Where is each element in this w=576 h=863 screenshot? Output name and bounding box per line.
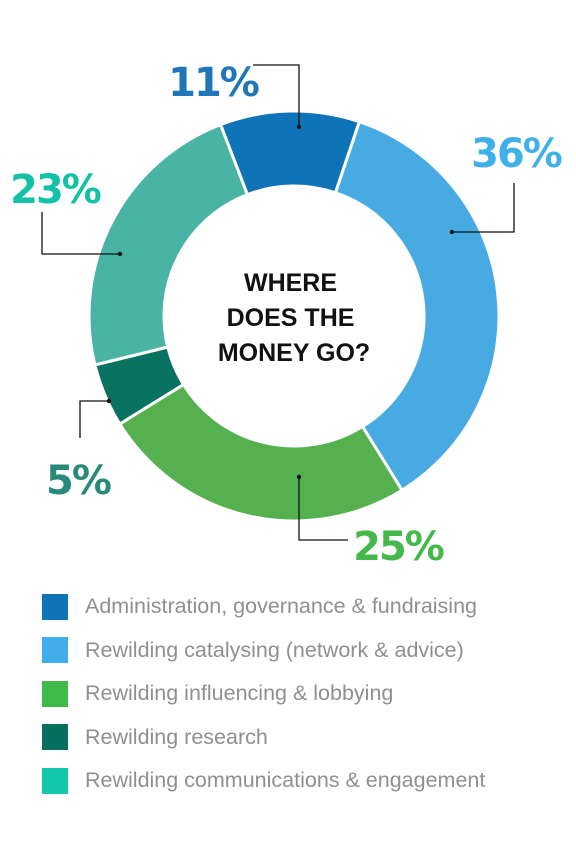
chart-title-line: WHERE xyxy=(244,269,337,297)
donut-slices xyxy=(87,109,501,523)
percentage-label: 5% xyxy=(46,458,111,504)
legend-label: Rewilding communications & engagement xyxy=(85,768,486,793)
percentage-label: 11% xyxy=(168,60,259,106)
legend-item: Rewilding catalysing (network & advice) xyxy=(42,629,562,673)
chart-title-line: MONEY GO? xyxy=(218,339,370,367)
legend-item: Administration, governance & fundraising xyxy=(42,585,562,629)
legend: Administration, governance & fundraising… xyxy=(42,585,562,803)
leader-dot xyxy=(296,474,302,480)
leader-line xyxy=(253,64,300,127)
leader-dot xyxy=(296,124,302,130)
legend-swatch xyxy=(42,637,68,664)
chart-title: WHERE DOES THE MONEY GO? xyxy=(218,269,370,367)
legend-swatch xyxy=(42,767,68,794)
legend-swatch xyxy=(42,593,68,620)
donut-slice xyxy=(117,382,405,523)
legend-item: Rewilding research xyxy=(42,716,562,760)
leader-line xyxy=(41,212,120,255)
legend-label: Rewilding influencing & lobbying xyxy=(85,681,394,706)
legend-swatch xyxy=(42,680,68,707)
leader-line xyxy=(452,183,515,233)
donut-slice xyxy=(87,122,250,367)
leader-line xyxy=(79,400,109,438)
percentage-label: 25% xyxy=(353,524,444,570)
leader-lines xyxy=(41,64,515,541)
legend-label: Administration, governance & fundraising xyxy=(85,594,477,619)
percentage-label: 36% xyxy=(471,131,562,177)
chart-title-line: DOES THE xyxy=(227,304,355,332)
legend-label: Rewilding catalysing (network & advice) xyxy=(85,637,464,662)
percentage-label: 23% xyxy=(10,167,101,213)
leader-line xyxy=(298,477,348,541)
leader-dot xyxy=(117,251,123,257)
legend-item: Rewilding influencing & lobbying xyxy=(42,672,562,716)
donut-chart: 11% 36% 25% 5% 23% WHERE DOES THE MONEY GO? xyxy=(10,60,564,570)
leader-dot xyxy=(449,229,455,235)
percentage-labels: 11% 36% 25% 5% 23% xyxy=(10,60,564,570)
legend-swatch xyxy=(42,724,68,751)
donut-slice xyxy=(333,119,501,493)
legend-item: Rewilding communications & engagement xyxy=(42,759,562,803)
leader-dot xyxy=(106,398,112,404)
legend-label: Rewilding research xyxy=(85,724,268,749)
